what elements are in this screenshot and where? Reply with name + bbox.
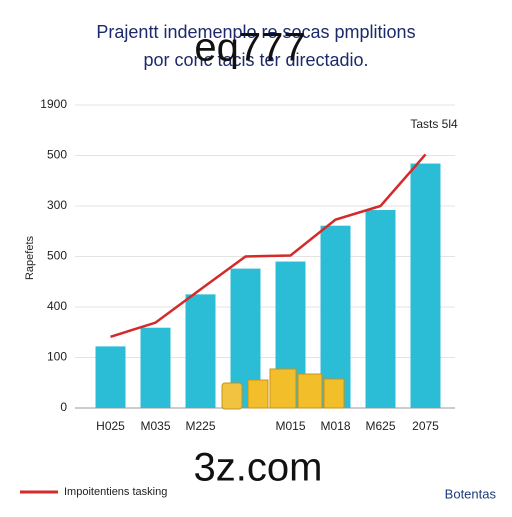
y-tick-label: 500	[47, 148, 67, 162]
coin-stack	[323, 378, 345, 409]
x-tick-label: H025	[96, 419, 125, 433]
x-tick-label: M015	[275, 419, 305, 433]
y-tick-label: 500	[47, 249, 67, 263]
y-tick-label: 0	[60, 400, 67, 414]
x-tick-label: 2075	[412, 419, 439, 433]
coin-stack	[247, 379, 269, 409]
bar	[95, 346, 126, 408]
y-axis-label: Rapefets	[24, 235, 36, 280]
line	[110, 153, 427, 338]
annotation: Tasts 5l4	[410, 117, 458, 131]
bar	[365, 210, 396, 408]
x-tick-label: M225	[185, 419, 215, 433]
bar	[320, 225, 351, 408]
bar	[410, 163, 441, 408]
legend-label: Botentas	[445, 486, 497, 501]
y-tick-label: 400	[47, 299, 67, 313]
coin-stack	[269, 368, 297, 409]
coins	[221, 368, 345, 410]
y-tick-label: 300	[47, 198, 67, 212]
chart-subtitle: por conc tacis ter directadio.	[143, 50, 368, 70]
y-tick-label: 1900	[40, 97, 67, 111]
x-tick-label: M018	[320, 419, 350, 433]
chart-title: Prajentt indemenplo re socas pmplitions	[96, 22, 415, 42]
x-tick-label: M625	[365, 419, 395, 433]
y-tick-label: 100	[47, 350, 67, 364]
legend-label: Impoitentiens tasking	[64, 486, 167, 498]
x-tick-label: M035	[140, 419, 170, 433]
coin-icon	[221, 382, 243, 410]
plot: 0 100 400 500 300 500 1900 H025 M035 M225 M015 M018…	[40, 97, 455, 433]
bar	[140, 327, 171, 408]
bar	[185, 294, 216, 408]
watermark: 3z.com	[194, 446, 323, 490]
coin-stack	[297, 373, 323, 409]
watermark: eq777	[194, 26, 305, 70]
